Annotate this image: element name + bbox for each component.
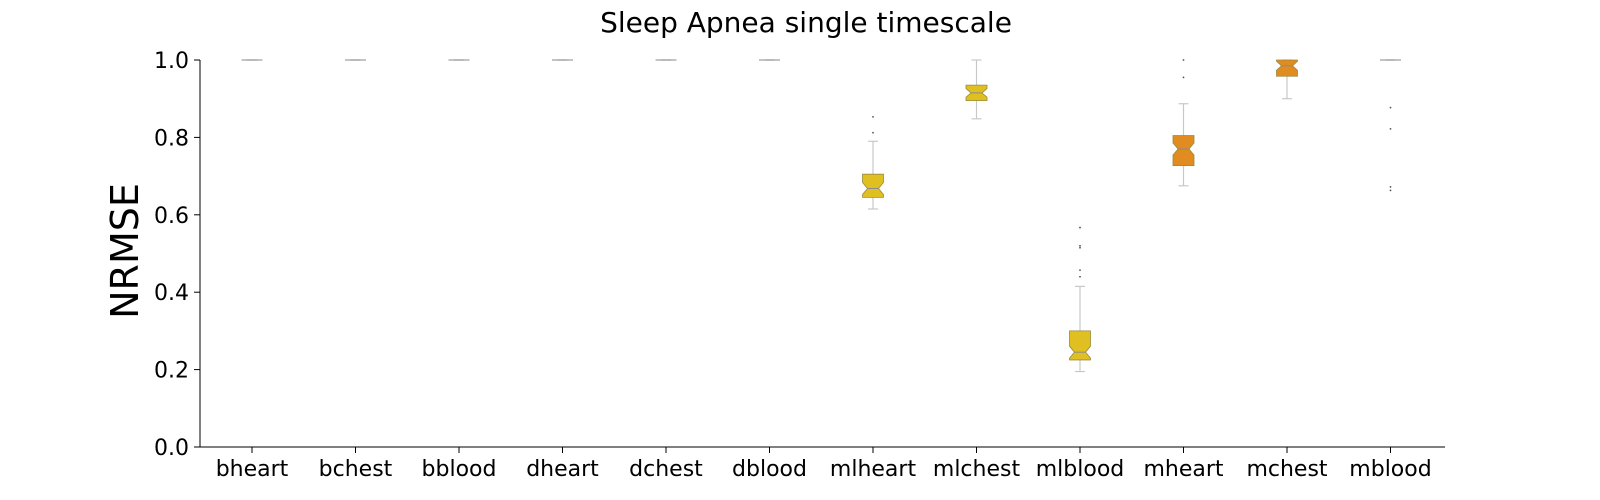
outlier-point	[1079, 275, 1081, 278]
outlier-point	[872, 131, 874, 134]
x-tick-label-mchest: mchest	[1246, 457, 1327, 482]
y-tick-label: 0.8	[154, 126, 189, 151]
x-tick-label-mlheart: mlheart	[830, 457, 917, 482]
outlier-point	[1182, 59, 1185, 61]
x-tick-label-mblood: mblood	[1349, 457, 1431, 482]
x-tick-label-mlchest: mlchest	[933, 457, 1021, 482]
plot-area: 0.0 0.2 0.4 0.6 0.8 1.0 bheart bchest bblood dhea…	[154, 49, 1445, 482]
box-mlheart	[862, 115, 884, 210]
box-body	[862, 173, 884, 198]
box-mlblood	[1069, 226, 1091, 373]
x-tick-label-bheart: bheart	[216, 457, 289, 482]
box-mblood	[1380, 59, 1401, 192]
box-mchest	[1276, 59, 1298, 100]
y-axis-label: NRMSE	[103, 183, 147, 319]
outlier-point	[1079, 269, 1081, 272]
outlier-point	[1389, 127, 1392, 130]
y-tick-label: 0.0	[154, 436, 189, 461]
y-tick-label: 1.0	[154, 49, 189, 74]
outlier-point	[1079, 244, 1081, 247]
outlier-point	[1389, 186, 1392, 188]
outlier-point	[1389, 189, 1392, 192]
x-tick-label-dheart: dheart	[526, 457, 599, 482]
x-tick-label-bblood: bblood	[422, 457, 497, 482]
box-body	[1069, 330, 1091, 361]
box-body	[1172, 135, 1195, 167]
outlier-point	[872, 115, 874, 118]
chart-title: Sleep Apnea single timescale	[600, 6, 1012, 39]
outlier-point	[1182, 76, 1185, 79]
y-tick-label: 0.2	[154, 359, 189, 384]
x-tick-label-bchest: bchest	[319, 457, 393, 482]
y-tick-label: 0.6	[154, 204, 189, 229]
box-body	[1276, 59, 1298, 77]
outlier-point	[1389, 106, 1392, 109]
box-mheart	[1172, 59, 1195, 187]
x-tick-label-dblood: dblood	[732, 457, 807, 482]
x-tick-label-mheart: mheart	[1143, 457, 1223, 482]
outlier-point	[1079, 226, 1081, 229]
y-tick-label: 0.4	[154, 281, 189, 306]
x-tick-label-mlblood: mlblood	[1036, 457, 1125, 482]
box-mlchest	[965, 59, 988, 120]
outlier-point	[1079, 246, 1081, 249]
x-tick-label-dchest: dchest	[629, 457, 703, 482]
